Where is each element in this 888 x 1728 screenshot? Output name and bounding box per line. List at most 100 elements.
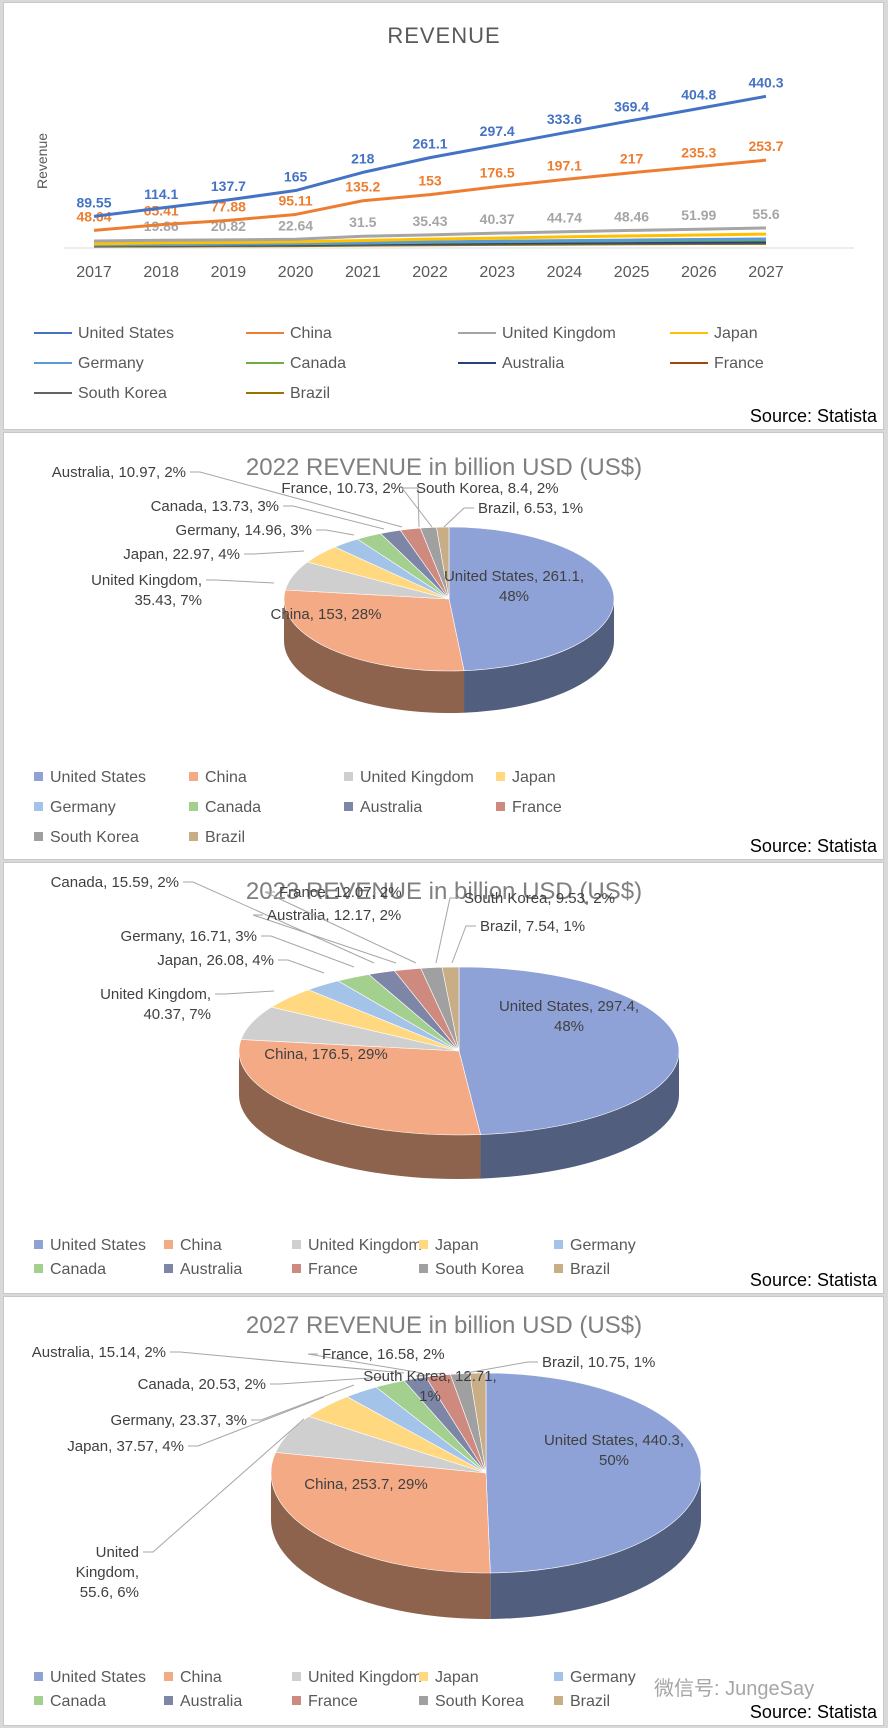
legend-item-brazil: Brazil <box>554 1261 610 1279</box>
data-label-japan: Japan, 22.97, 4% <box>123 546 240 563</box>
data-label-south-korea: South Korea, 8.4, 2% <box>416 480 559 497</box>
legend-item-canada: Canada <box>189 799 261 817</box>
legend-item-brazil: Brazil <box>246 385 330 403</box>
legend-label: Australia <box>360 799 423 816</box>
data-label-australia: Australia, 12.17, 2% <box>267 907 401 924</box>
data-label-germany: Germany, 23.37, 3% <box>111 1412 247 1429</box>
data-label-brazil: Brazil, 7.54, 1% <box>480 918 585 935</box>
leader-line-germany <box>251 1384 355 1421</box>
legend-item-france: France <box>292 1693 358 1711</box>
data-label-line: 35.43, 7% <box>134 592 202 609</box>
legend-item-united-kingdom: United Kingdom <box>292 1669 422 1687</box>
legend-item-united-states: United States <box>34 1669 146 1687</box>
source-label: Source: Statista <box>749 836 877 856</box>
legend-item-china: China <box>164 1237 222 1255</box>
legend-item-canada: Canada <box>34 1693 106 1711</box>
data-label-china: 153 <box>418 173 442 189</box>
pie-2022-panel: 2022 REVENUE in billion USD (US$) United … <box>3 432 884 860</box>
legend-swatch <box>34 832 43 842</box>
legend-label: China <box>205 769 247 786</box>
legend-swatch <box>554 1240 563 1250</box>
legend-label: Australia <box>502 355 565 372</box>
leader-line-canada <box>270 1376 385 1385</box>
data-label-china: 176.5 <box>480 165 515 181</box>
legend-item-united-states: United States <box>34 1237 146 1255</box>
legend-swatch <box>554 1696 563 1706</box>
data-label-united-states: United States, 261.1, 48% <box>444 568 584 605</box>
data-label-china: 197.1 <box>547 158 582 174</box>
data-label-united-states: 369.4 <box>614 99 649 115</box>
legend-swatch <box>246 361 284 364</box>
data-label-united-kingdom: 22.64 <box>278 217 313 233</box>
legend-label: Japan <box>714 325 758 342</box>
legend-label: Brazil <box>205 829 246 846</box>
pie-side-united-states <box>480 1051 679 1179</box>
data-label-canada: Canada, 15.59, 2% <box>51 874 179 891</box>
legend-swatch <box>458 361 496 364</box>
legend-swatch <box>189 802 198 812</box>
legend-item-germany: Germany <box>34 799 116 817</box>
legend-item-japan: Japan <box>670 325 758 343</box>
legend-label: China <box>180 1669 222 1686</box>
leader-line-australia <box>190 471 403 528</box>
pie-2027-panel: 2027 REVENUE in billion USD (US$) United … <box>3 1296 884 1726</box>
legend-label: United Kingdom <box>360 769 474 786</box>
legend-swatch <box>292 1672 301 1682</box>
data-label-france: France, 16.58, 2% <box>322 1346 445 1363</box>
legend-item-australia: Australia <box>458 355 564 373</box>
x-tick-label: 2023 <box>479 264 515 281</box>
series-line-china <box>93 158 767 232</box>
legend-swatch <box>344 802 353 812</box>
legend-swatch <box>164 1696 173 1706</box>
pie-side-united-states <box>464 599 614 713</box>
data-label-line: South Korea, 12.71, <box>363 1368 496 1385</box>
leader-line-japan <box>278 959 325 974</box>
legend-label: Japan <box>512 769 556 786</box>
series-line-united-kingdom <box>93 226 767 243</box>
legend-label: Canada <box>50 1693 107 1710</box>
legend-item-brazil: Brazil <box>189 829 245 847</box>
data-label-united-kingdom: 35.43 <box>412 213 447 229</box>
pie-side-united-states <box>490 1473 701 1619</box>
source-label: Source: Statista <box>749 1702 877 1722</box>
legend-item-united-kingdom: United Kingdom <box>458 325 616 343</box>
data-label-brazil: Brazil, 6.53, 1% <box>478 500 583 517</box>
legend-item-south-korea: South Korea <box>419 1693 524 1711</box>
data-label-france: France, 12.07, 2% <box>279 884 402 901</box>
chart-title: REVENUE <box>387 23 500 48</box>
legend-label: United Kingdom <box>308 1669 422 1686</box>
legend-swatch <box>34 772 43 782</box>
legend-label: United Kingdom <box>502 325 616 342</box>
data-label-united-kingdom: United Kingdom, 55.6, 6% <box>76 1544 139 1601</box>
legend-swatch <box>189 772 198 782</box>
legend-item-canada: Canada <box>34 1261 106 1279</box>
data-label-line: United States, 297.4, <box>499 998 639 1015</box>
leader-line-brazil <box>465 1361 538 1374</box>
revenue-line-chart: REVENUE Revenue 2017 2018 2019 2020 2021 2022 20… <box>34 23 854 281</box>
legend-label: France <box>512 799 562 816</box>
legend-swatch <box>496 802 505 812</box>
data-label-china: China, 176.5, 29% <box>264 1046 387 1063</box>
data-label-japan: Japan, 37.57, 4% <box>67 1438 184 1455</box>
legend-swatch <box>496 772 505 782</box>
legend-item-germany: Germany <box>554 1237 636 1255</box>
legend-item-united-states: United States <box>34 769 146 787</box>
legend-item-south-korea: South Korea <box>419 1261 524 1279</box>
revenue-line-chart-panel: REVENUE Revenue 2017 2018 2019 2020 2021 2022 20… <box>3 2 884 430</box>
series-line-united-states <box>93 94 767 218</box>
leader-line-australia <box>252 914 397 964</box>
legend-label: United Kingdom <box>308 1237 422 1254</box>
data-label-united-states: 404.8 <box>681 86 716 102</box>
legend-swatch <box>554 1264 563 1274</box>
data-label-line: United Kingdom, <box>100 986 211 1003</box>
pie-2022-chart: 2022 REVENUE in billion USD (US$) United … <box>52 454 642 713</box>
leader-line-united-kingdom <box>215 990 275 995</box>
data-label-united-states: 297.4 <box>480 123 515 139</box>
chart-title: 2027 REVENUE in billion USD (US$) <box>246 1312 642 1339</box>
x-tick-label: 2025 <box>614 264 650 281</box>
legend-swatch <box>554 1672 563 1682</box>
legend-label: Brazil <box>570 1693 611 1710</box>
legend-label: Japan <box>435 1669 479 1686</box>
chart-title: 2022 REVENUE in billion USD (US$) <box>246 454 642 481</box>
legend-swatch <box>189 832 198 842</box>
